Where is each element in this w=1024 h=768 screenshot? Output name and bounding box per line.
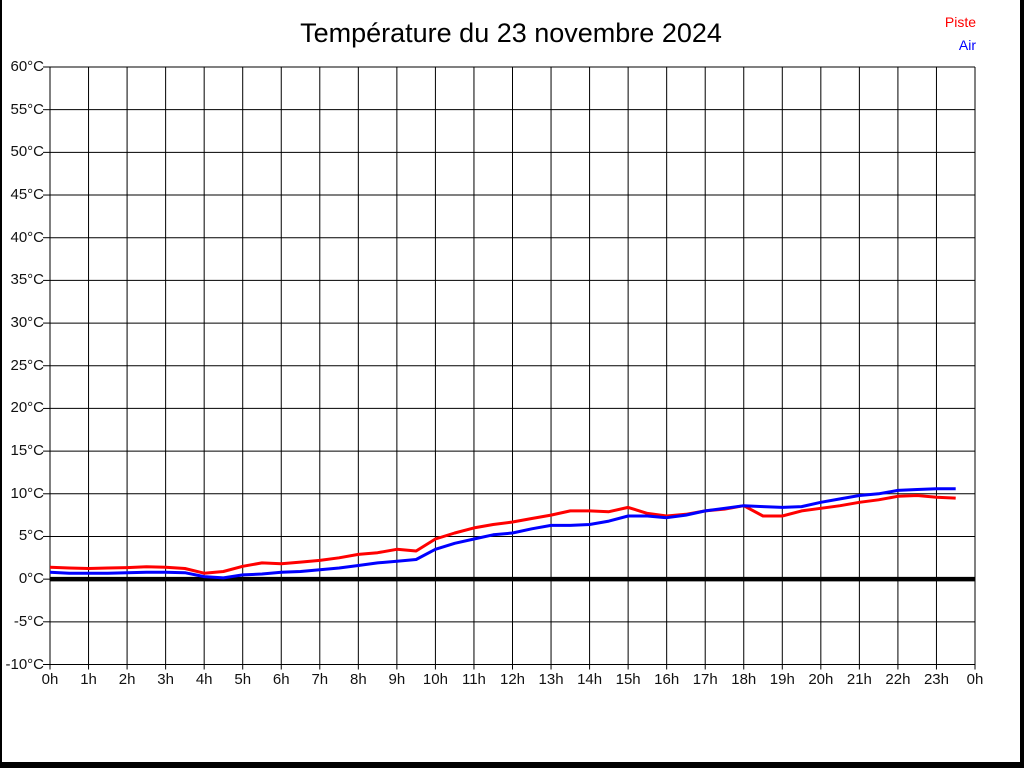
x-tick-label: 14h: [577, 671, 603, 688]
y-tick-label: 0°C: [18, 570, 44, 588]
x-tick-label: 0h: [41, 671, 59, 688]
x-tick-label: 15h: [615, 671, 641, 688]
x-tick-label: 9h: [388, 671, 406, 688]
x-tick-label: 8h: [349, 671, 367, 688]
x-tick-label: 5h: [234, 671, 252, 688]
x-tick-label: 13h: [538, 671, 564, 688]
y-tick-label: 45°C: [10, 186, 44, 204]
x-tick-label: 17h: [692, 671, 718, 688]
y-tick-label: 10°C: [10, 484, 44, 502]
x-tick-label: 21h: [846, 671, 872, 688]
legend-label-air: Air: [958, 37, 976, 53]
x-tick-label: 16h: [654, 671, 680, 688]
y-tick-label: 35°C: [10, 271, 44, 289]
y-tick-label: 55°C: [10, 100, 44, 118]
x-tick-label: 7h: [311, 671, 329, 688]
y-tick-label: 20°C: [10, 399, 44, 417]
chart-title: Température du 23 novembre 2024: [300, 18, 722, 48]
x-tick-label: 1h: [80, 671, 97, 688]
y-tick-label: 50°C: [10, 143, 44, 161]
y-tick-label: 60°C: [10, 58, 44, 75]
x-tick-label: 3h: [157, 671, 174, 688]
x-tick-label: 20h: [808, 671, 834, 688]
legend-label-piste: Piste: [944, 14, 976, 30]
x-tick-label: 18h: [731, 671, 757, 688]
piste-temperature-line: [49, 494, 956, 575]
x-tick-label: 12h: [499, 671, 526, 688]
x-tick-label: 2h: [118, 671, 136, 688]
chart-legend: Piste Air: [945, 11, 976, 57]
x-tick-label: 6h: [272, 671, 290, 688]
y-tick-label: 15°C: [10, 442, 44, 460]
x-tick-label: 10h: [422, 671, 448, 688]
legend-item-air: Air: [945, 34, 976, 57]
air-temperature-line: [49, 487, 956, 580]
x-tick-label: 11h: [461, 671, 486, 688]
y-tick-label: -10°C: [5, 655, 44, 673]
x-tick-label: 19h: [769, 671, 795, 688]
x-tick-label: 23h: [923, 671, 949, 688]
x-tick-label: 0h: [966, 671, 984, 688]
y-tick-label: 40°C: [10, 228, 44, 246]
y-tick-label: 30°C: [10, 314, 44, 332]
x-tick-label: 4h: [195, 671, 213, 688]
y-tick-label: 25°C: [10, 356, 44, 374]
legend-item-piste: Piste: [945, 11, 976, 34]
x-tick-label: 22h: [885, 671, 911, 688]
y-tick-label: -5°C: [13, 612, 44, 630]
y-tick-label: 5°C: [18, 527, 44, 545]
